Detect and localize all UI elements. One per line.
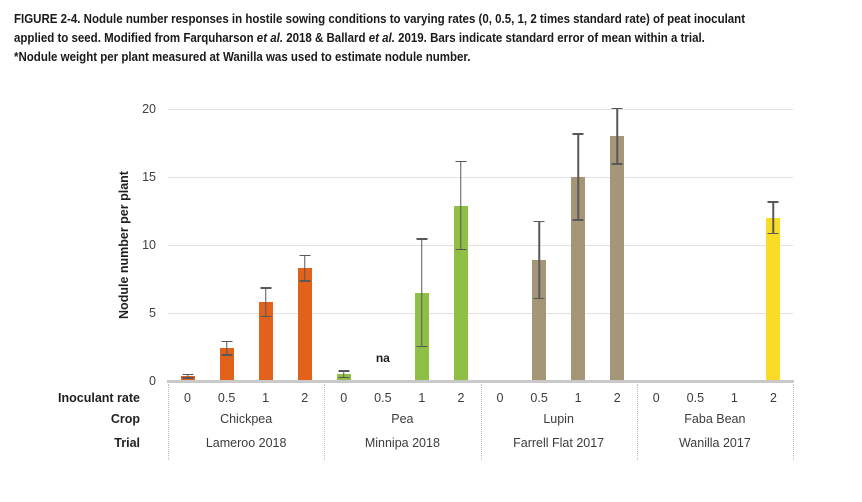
crop-label-faba-bean: Faba Bean: [684, 412, 746, 426]
rate-tick-label-pea-rate-0.5: 0.5: [374, 391, 392, 405]
crop-label-chickpea: Chickpea: [220, 412, 273, 426]
row-header-inoculant-rate: Inoculant rate: [58, 391, 140, 405]
error-bar-cap-top: [416, 238, 428, 240]
error-bar-cap-bottom: [611, 163, 623, 165]
group-separator: [480, 384, 482, 460]
error-bar-lupin-rate-1: [577, 133, 579, 221]
error-bar-cap-top: [767, 201, 779, 203]
error-bar-lupin-rate-2: [616, 107, 618, 165]
rate-tick-label-faba-bean-rate-0: 0: [652, 391, 660, 405]
nodule-bar-chart: Nodule number per plant na 0 0.5 1 2 Chickpe…: [0, 75, 862, 495]
rate-tick-label-chickpea-rate-0.5: 0.5: [217, 391, 236, 405]
group-separator: [324, 384, 326, 460]
y-tick-label-5: 5: [149, 306, 156, 320]
x-axis-label-area: 0 0.5 1 2 Chickpea Lameroo 2018 0 0.5 1 2 Pea Minni…: [168, 75, 794, 495]
error-bar-cap-bottom: [338, 376, 350, 379]
bar-lupin-rate-0.5: [532, 259, 547, 381]
error-bar-cap-bottom: [572, 219, 584, 221]
error-bar-pea-rate-2: [460, 160, 462, 251]
trial-label-farrell-flat-2017: Farrell Flat 2017: [513, 436, 605, 450]
rate-tick-label-lupin-rate-1: 1: [574, 391, 582, 405]
y-tick-label-20: 20: [142, 102, 156, 116]
error-bar-lupin-rate-0.5: [538, 220, 540, 300]
bar-chickpea-rate-1: [258, 302, 273, 381]
caption-line-2: applied to seed. Modified from Farquhars…: [14, 31, 705, 45]
row-header-trial: Trial: [114, 436, 140, 450]
rate-tick-label-faba-bean-rate-0.5: 0.5: [686, 391, 705, 405]
gridline-y-15: [168, 176, 793, 178]
error-bar-cap-top: [260, 287, 272, 289]
bar-chickpea-rate-2: [297, 268, 312, 381]
y-tick-label-15: 15: [142, 170, 156, 184]
error-bar-chickpea-rate-1: [264, 287, 267, 318]
rate-tick-label-faba-bean-rate-2: 2: [769, 391, 777, 405]
error-bar-pea-rate-1: [421, 238, 423, 347]
error-bar-cap-top: [299, 254, 311, 257]
error-bar-faba-bean-rate-2: [772, 201, 775, 235]
error-bar-cap-top: [182, 373, 194, 376]
caption-line-1: FIGURE 2-4. Nodule number responses in h…: [14, 12, 746, 26]
error-bar-cap-bottom: [455, 248, 467, 251]
error-bar-cap-top: [572, 133, 584, 135]
group-separator: [636, 384, 638, 460]
gridline-y-10: [168, 244, 793, 246]
rate-tick-label-faba-bean-rate-1: 1: [730, 391, 738, 405]
trial-label-lameroo-2018: Lameroo 2018: [205, 436, 287, 450]
error-bar-cap-bottom: [299, 280, 311, 282]
error-bar-cap-bottom: [221, 354, 233, 356]
rate-tick-label-lupin-rate-0: 0: [496, 391, 504, 405]
bar-lupin-rate-2: [610, 136, 625, 381]
gridline-y-20: [168, 108, 793, 110]
error-bar-pea-rate-0: [343, 370, 345, 379]
bar-chickpea-rate-0.5: [219, 348, 234, 381]
error-bar-cap-bottom: [260, 315, 272, 318]
error-bar-cap-top: [221, 340, 233, 343]
error-bar-cap-top: [611, 107, 623, 110]
rate-tick-label-pea-rate-2: 2: [457, 391, 465, 405]
rate-tick-label-lupin-rate-2: 2: [613, 391, 621, 405]
rate-tick-label-pea-rate-1: 1: [418, 391, 426, 405]
rate-tick-label-lupin-rate-0.5: 0.5: [530, 391, 548, 405]
row-header-crop: Crop: [110, 412, 140, 426]
error-bar-cap-top: [455, 160, 467, 163]
bar-lupin-rate-1: [571, 177, 586, 381]
error-bar-cap-top: [533, 220, 545, 223]
y-tick-label-0: 0: [149, 374, 156, 388]
error-bar-chickpea-rate-0.5: [225, 340, 228, 356]
x-axis-line: [167, 380, 794, 383]
error-bar-chickpea-rate-0: [186, 373, 189, 379]
y-tick-label-10: 10: [142, 238, 156, 252]
error-bar-cap-bottom: [533, 297, 545, 300]
trial-label-minnipa-2018: Minnipa 2018: [364, 436, 440, 450]
group-separator: [168, 384, 169, 460]
caption-line-3: *Nodule weight per plant measured at Wan…: [14, 50, 471, 64]
crop-label-lupin: Lupin: [543, 412, 574, 426]
na-note-pea-rate-0.5: na: [375, 351, 390, 365]
error-bar-cap-bottom: [767, 232, 779, 235]
crop-label-pea: Pea: [391, 412, 414, 426]
gridline-y-5: [168, 312, 793, 314]
trial-label-wanilla-2017: Wanilla 2017: [678, 436, 751, 450]
group-separator: [793, 384, 794, 460]
bar-faba-bean-rate-2: [766, 217, 781, 381]
figure-caption: FIGURE 2-4. Nodule number responses in h…: [0, 0, 862, 67]
rate-tick-label-chickpea-rate-1: 1: [262, 391, 270, 405]
plot-area: na: [168, 107, 793, 381]
rate-tick-label-chickpea-rate-2: 2: [301, 391, 309, 405]
error-bar-cap-bottom: [416, 345, 428, 347]
rate-tick-label-pea-rate-0: 0: [340, 391, 348, 405]
error-bar-cap-bottom: [182, 377, 194, 379]
error-bar-cap-top: [338, 370, 350, 372]
error-bar-chickpea-rate-2: [303, 254, 306, 282]
rate-tick-label-chickpea-rate-0: 0: [184, 391, 192, 405]
